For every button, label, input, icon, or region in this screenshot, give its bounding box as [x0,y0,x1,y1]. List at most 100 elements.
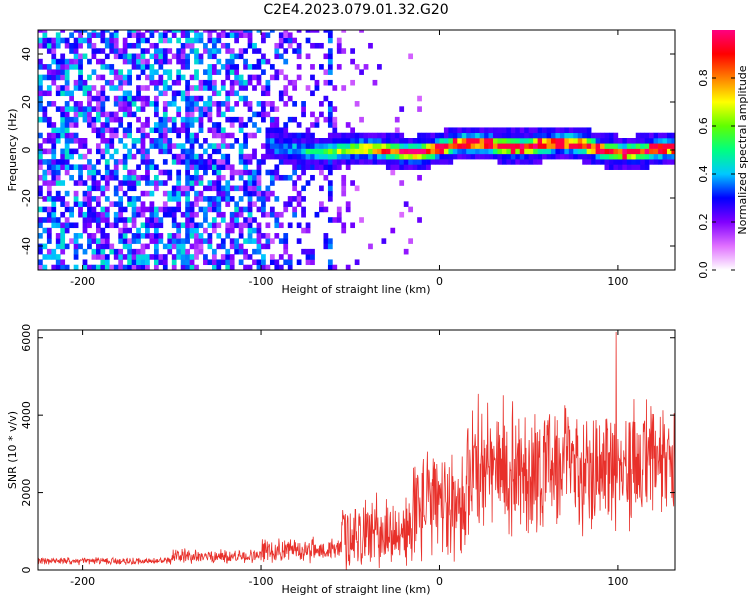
spectrogram-cell [51,48,57,54]
spectrogram-cell [252,148,257,155]
spectrogram-cell [310,74,315,81]
spectrogram-cell [381,138,387,144]
spectrogram-cell [421,159,427,165]
spectrogram-cell [243,85,248,91]
spectrogram-cell [595,148,601,155]
spectrogram-cell [216,122,222,128]
colorbar-tick-label: 0.0 [697,261,710,279]
spectrogram-cell [158,32,164,38]
spectrogram-cell [234,169,240,176]
spectrogram-cell [140,138,146,144]
spectrogram-cell [104,222,110,229]
spectrogram-cell [42,74,48,81]
spectrogram-cell [381,238,387,244]
spectrogram-cell [171,238,177,244]
spectrogram-cell [399,143,405,149]
spectrogram-cell [82,143,88,149]
spectrogram-cell [153,254,159,260]
spectrogram-cell [131,201,137,207]
spectrogram-cell [189,30,195,33]
spectrogram-cell [381,148,387,155]
spectrogram-cell [301,196,306,202]
spectrogram-cell [185,101,190,107]
spectrogram-cell [73,264,79,270]
spectrogram-cell [211,180,217,186]
spectrogram-cell [145,74,150,81]
spectrogram-cell [176,233,182,239]
spectrogram-cell [301,185,306,192]
spectrogram-cell [55,243,61,250]
spectrogram-cell [100,64,106,70]
spectrogram-cell [198,85,204,91]
spectrogram-cell [261,85,266,91]
spectrogram-cell [314,211,320,218]
spectrogram-cell [542,143,547,149]
spectrogram-cell [211,159,217,165]
spectrogram-cell [167,48,173,54]
spectrogram-cell [203,101,208,107]
spectrogram-cell [564,127,570,134]
spectrogram-cell [479,143,485,149]
spectrogram-cell [64,138,70,144]
spectrogram-cell [613,148,619,155]
spectrogram-cell [153,259,159,266]
spectrogram-cell [153,122,159,128]
spectrogram-cell [372,79,378,86]
spectrogram-cell [198,111,204,118]
spectrogram-cell [484,138,489,144]
spectrogram-cell [73,201,79,207]
spectrogram-cell [323,143,329,149]
x-tick-label: 100 [607,275,628,288]
spectrogram-cell [220,159,226,165]
spectrogram-cell [104,53,110,60]
spectrogram-cell [354,64,360,70]
spectrogram-cell [140,32,146,38]
spectrogram-cell [292,185,298,192]
spectrogram-cell [341,153,347,160]
spectrogram-cell [287,116,293,123]
spectrogram-cell [225,159,231,165]
spectrogram-cell [194,211,199,218]
spectrogram-cell [100,238,106,244]
spectrogram-cell [537,127,543,134]
spectrogram-cell [198,180,204,186]
spectrogram-cell [310,64,315,70]
spectrogram-cell [207,69,213,75]
spectrogram-cell [408,138,414,144]
spectrogram-cell [408,206,414,213]
spectrogram-cell [131,174,137,181]
spectrogram-cell [635,132,641,139]
spectrogram-cell [185,122,190,128]
spectrogram-cell [55,132,61,139]
spectrogram-cell [586,138,592,144]
spectrogram-cell [73,42,79,49]
spectrogram-cell [207,201,213,207]
spectrogram-cell [564,132,570,139]
spectrogram-cell [252,201,257,207]
spectrogram-cell [568,138,574,144]
spectrogram-cell [136,196,141,202]
spectrogram-cell [95,159,101,165]
spectrogram-cell [216,148,222,155]
spectrogram-cell [109,169,115,176]
spectrogram-cell [671,159,675,165]
spectrogram-cell [640,148,645,155]
spectrogram-cell [448,153,454,160]
spectrogram-cell [488,153,494,160]
spectrogram-cell [399,132,405,139]
spectrogram-cell [234,206,240,213]
spectrogram-cell [256,248,262,255]
spectrogram-cell [87,74,92,81]
spectrogram-cell [127,238,132,244]
spectrogram-cell [435,143,440,149]
spectrogram-cell [229,58,235,65]
spectrogram-cell [145,153,150,160]
spectrogram-cell [225,32,231,38]
spectrogram-cell [417,95,422,102]
spectrogram-cell [189,217,195,223]
spectrogram-cell [229,30,235,33]
spectrogram-cell [658,148,663,155]
spectrogram-cell [171,116,177,123]
spectrogram-cell [162,30,168,33]
spectrogram-cell [252,64,257,70]
